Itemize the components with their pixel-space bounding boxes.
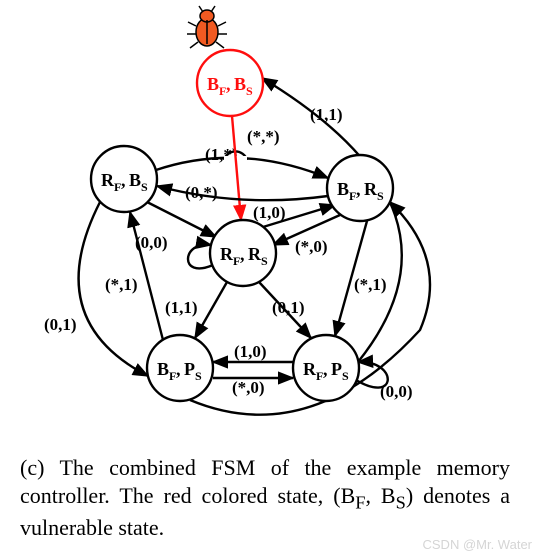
edge-label-e3: (1,1) (310, 105, 343, 124)
figure-caption: (c) The combined FSM of the example memo… (20, 454, 510, 541)
caption-sep: , (365, 483, 380, 508)
edge-label-e11: (*,1) (354, 275, 387, 294)
edge-label-e14: (*,0) (232, 378, 265, 397)
watermark-text: CSDN @Mr. Water (423, 537, 533, 552)
bug-icon (187, 6, 227, 48)
edge-label-e8: (*,1) (105, 275, 138, 294)
edge-e9 (195, 282, 227, 338)
caption-b2: B (381, 483, 396, 508)
node-RF_BS: RF , BS (91, 146, 157, 212)
node-BF_PS: BF , PS (147, 335, 213, 401)
svg-text:,: , (176, 359, 181, 379)
node-RF_RS: RF , RS (210, 220, 276, 286)
edge-label-e12: (0,1) (44, 315, 77, 334)
svg-text:,: , (226, 74, 231, 94)
node-BF_BS: BF , BS (197, 50, 263, 116)
svg-text:,: , (356, 179, 361, 199)
edge-label-e15: (0,0) (380, 382, 413, 401)
node-BF_RS: BF , RS (327, 155, 393, 221)
edge-e2 (232, 116, 241, 220)
fsm-diagram: (1,*) (*,*) (1,1) (0,*) (1,0) (0,0) (*,0… (0, 0, 542, 450)
edge-label-e9: (1,1) (165, 298, 198, 317)
svg-text:,: , (323, 359, 328, 379)
edge-label-e7: (*,0) (295, 237, 328, 256)
edge-rfbs-rfrs (147, 202, 216, 237)
edge-label-e2: (*,*) (247, 127, 280, 146)
edge-label-e10: (0,1) (272, 298, 305, 317)
caption-b1sub: F (355, 492, 365, 512)
edge-e4 (157, 186, 328, 200)
node-RF_PS: RF , PS (293, 335, 359, 401)
svg-text:,: , (240, 244, 245, 264)
edge-label-e13: (1,0) (234, 342, 267, 361)
edge-label-e4: (0,*) (185, 183, 218, 202)
caption-b2sub: S (396, 492, 406, 512)
edge-label-e5: (1,0) (253, 203, 286, 222)
svg-text:,: , (121, 170, 126, 190)
caption-b1: B (341, 483, 356, 508)
